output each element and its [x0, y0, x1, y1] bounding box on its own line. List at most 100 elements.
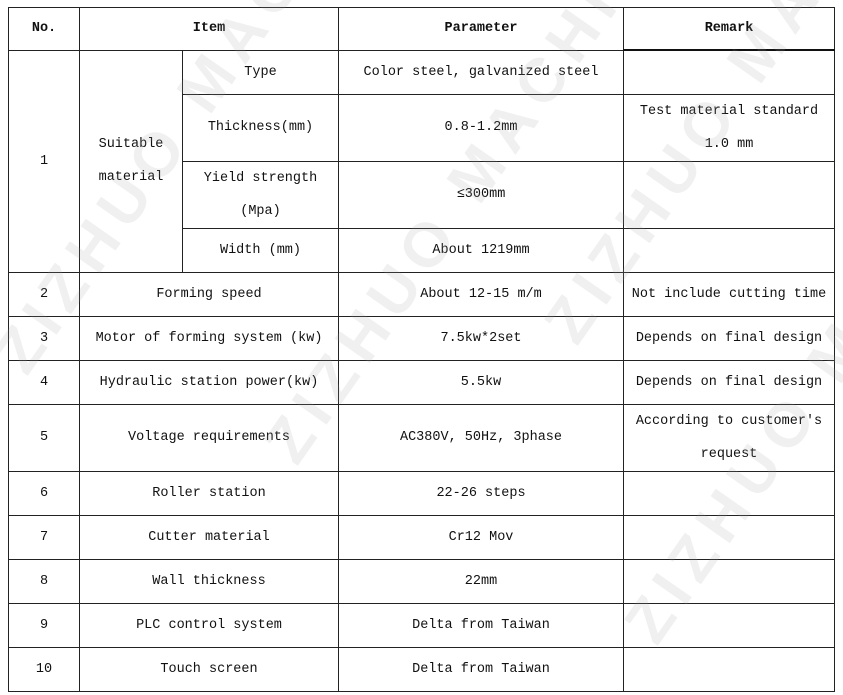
cell-item: Voltage requirements [79, 403, 339, 472]
remark-line: According to customer's [635, 413, 823, 429]
cell-remark [623, 227, 835, 273]
parameter-text: 22-26 steps [436, 485, 526, 501]
table-row: 6 Roller station 22-26 steps [8, 470, 835, 516]
item-text: Touch screen [160, 661, 258, 677]
item-line: Yield strength [203, 170, 318, 186]
cell-remark: Test material standard 1.0 mm [623, 93, 835, 162]
cell-remark: Depends on final design [623, 315, 835, 361]
cell-item: Forming speed [79, 271, 339, 317]
cell-item: Type [182, 49, 339, 95]
item-text: Roller station [152, 485, 266, 501]
table-row: 3 Motor of forming system (kw) 7.5kw*2set D… [8, 315, 835, 361]
remark-text: Depends on final design [635, 330, 823, 346]
table-row: 4 Hydraulic station power(kw) 5.5kw Depends… [8, 359, 835, 405]
header-item: Item [79, 7, 339, 51]
remark-line: request [700, 446, 758, 462]
cell-no: 5 [8, 403, 80, 472]
parameter-text: About 12-15 m/m [420, 286, 542, 302]
parameter-text: AC380V, 50Hz, 3phase [399, 430, 563, 445]
header-remark: Remark [623, 7, 835, 51]
spec-table: No. Item Parameter Remark 1 Suitable mate… [8, 7, 835, 692]
parameter-text: Delta from Taiwan [412, 617, 550, 633]
cell-remark [623, 646, 835, 692]
group-label-line: Suitable [98, 137, 164, 152]
group-label-line: material [98, 170, 164, 185]
no-text: 2 [39, 286, 49, 302]
cell-remark [623, 470, 835, 516]
item-text: Hydraulic station power(kw) [99, 374, 319, 390]
cell-remark [623, 558, 835, 604]
cell-parameter: About 12-15 m/m [338, 271, 624, 317]
cell-item: Roller station [79, 470, 339, 516]
table-row: 1 Suitable material Type Color steel, gal… [8, 49, 835, 273]
no-text: 4 [39, 374, 49, 390]
cell-parameter: 0.8-1.2mm [338, 93, 624, 162]
cell-item: Motor of forming system (kw) [79, 315, 339, 361]
parameter-text: 7.5kw*2set [440, 330, 522, 346]
item-text: Wall thickness [152, 573, 266, 589]
cell-item: Width (mm) [182, 227, 339, 273]
table-row: Yield strength (Mpa) ≤300mm [9, 160, 835, 229]
header-no: No. [8, 7, 80, 51]
no-text: 5 [39, 430, 49, 445]
no-text: 10 [35, 661, 53, 677]
item-text: Forming speed [156, 286, 262, 302]
cell-remark: Not include cutting time [623, 271, 835, 317]
cell-no: 7 [8, 514, 80, 560]
no-text: 8 [39, 573, 49, 589]
item-text: Motor of forming system (kw) [95, 330, 323, 346]
cell-remark: Depends on final design [623, 359, 835, 405]
cell-remark [623, 514, 835, 560]
no-text: 6 [39, 485, 49, 501]
cell-item: Cutter material [79, 514, 339, 560]
table-row: 2 Forming speed About 12-15 m/m Not include… [8, 271, 835, 317]
cell-parameter: Color steel, galvanized steel [338, 49, 624, 95]
no-text: 9 [39, 617, 49, 633]
parameter-text: 22mm [464, 573, 498, 589]
cell-parameter: ≤300mm [338, 160, 624, 229]
cell-remark [623, 602, 835, 648]
cell-item: PLC control system [79, 602, 339, 648]
cell-parameter: About 1219mm [338, 227, 624, 273]
cell-no: 2 [8, 271, 80, 317]
cell-item: Thickness(mm) [182, 93, 339, 162]
cell-item: Hydraulic station power(kw) [79, 359, 339, 405]
item-text: PLC control system [136, 617, 282, 633]
table-row: 9 PLC control system Delta from Taiwan [8, 602, 835, 648]
cell-no: 4 [8, 359, 80, 405]
table-row: Thickness(mm) 0.8-1.2mm Test material st… [9, 93, 835, 162]
no-text: 3 [39, 330, 49, 346]
cell-parameter: AC380V, 50Hz, 3phase [338, 403, 624, 472]
cell-parameter: Cr12 Mov [338, 514, 624, 560]
remark-line: Test material standard [639, 103, 819, 119]
item-text: Voltage requirements [127, 430, 291, 445]
header-parameter: Parameter [338, 7, 624, 51]
item-line: (Mpa) [240, 203, 281, 219]
cell-item: Wall thickness [79, 558, 339, 604]
cell-parameter: 7.5kw*2set [338, 315, 624, 361]
cell-parameter: 5.5kw [338, 359, 624, 405]
no-text: 7 [39, 529, 49, 545]
header-row: No. Item Parameter Remark [8, 7, 835, 51]
table-row: 7 Cutter material Cr12 Mov [8, 514, 835, 560]
cell-remark: According to customer's request [623, 403, 835, 472]
cell-item: Touch screen [79, 646, 339, 692]
parameter-text: Cr12 Mov [448, 529, 514, 545]
cell-item: Yield strength (Mpa) [182, 160, 339, 229]
cell-group-label: Suitable material [79, 49, 183, 273]
cell-no: 9 [8, 602, 80, 648]
cell-parameter: Delta from Taiwan [338, 602, 624, 648]
cell-remark [623, 160, 835, 229]
cell-remark [623, 49, 835, 95]
cell-no: 8 [8, 558, 80, 604]
remark-text: Depends on final design [635, 374, 823, 390]
parameter-text: Delta from Taiwan [412, 661, 550, 677]
cell-parameter: 22-26 steps [338, 470, 624, 516]
table-row: 5 Voltage requirements AC380V, 50Hz, 3phas… [8, 403, 835, 472]
remark-text: Not include cutting time [631, 286, 827, 302]
cell-parameter: 22mm [338, 558, 624, 604]
item-text: Cutter material [148, 529, 270, 545]
table-row: 8 Wall thickness 22mm [8, 558, 835, 604]
table-row: 10 Touch screen Delta from Taiwan [8, 646, 835, 692]
cell-no: 6 [8, 470, 80, 516]
